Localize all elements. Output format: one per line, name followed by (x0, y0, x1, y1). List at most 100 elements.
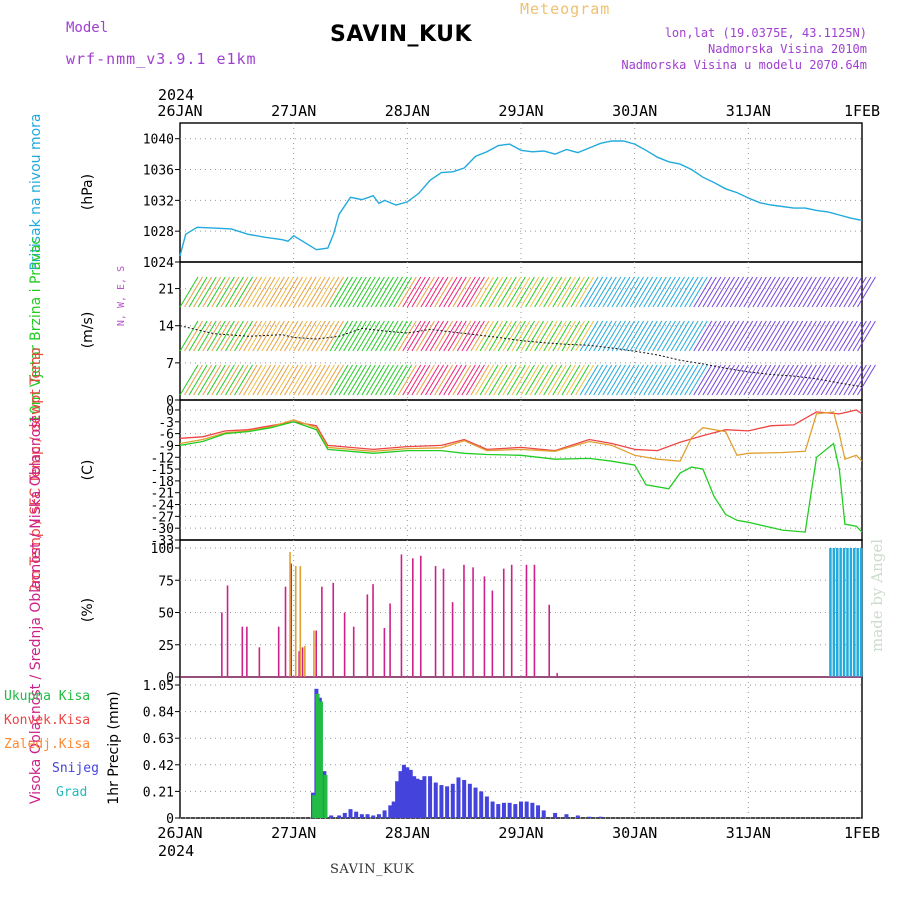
model-name: wrf-nmm_v3.9.1 e1km (66, 50, 257, 68)
wind-barb (247, 364, 267, 396)
wind-barb (761, 364, 781, 396)
wind-barb (666, 364, 685, 396)
ytick-label-temperature: 0 (166, 404, 174, 419)
wind-barb (697, 320, 717, 352)
wind-barb (597, 320, 617, 352)
wind-barb (265, 364, 285, 396)
ytick-label-wind: 14 (158, 320, 174, 335)
wind-barb (647, 276, 667, 308)
cloud-bar-2 (853, 548, 856, 677)
precip-bar-0 (401, 764, 406, 818)
wind-barb (256, 320, 276, 352)
wind-barb (766, 364, 785, 396)
wind-barb (688, 320, 708, 352)
wind-barb (588, 364, 608, 396)
ytick-label-pressure: 1028 (143, 225, 174, 240)
wind-barb (379, 276, 399, 308)
cloud-bar-0 (352, 626, 355, 677)
wind-direction-legend: N, W, E, S (116, 266, 127, 326)
temp-line-2 (179, 421, 863, 533)
wind-barb (675, 364, 695, 396)
temp-ylabel: 2m Temp / SFC Temp / dewpt Temp (28, 347, 44, 592)
wind-barb (693, 364, 713, 396)
wind-barb (184, 320, 203, 352)
wind-barb (211, 320, 231, 352)
wind-barb (193, 320, 213, 352)
wind-barb (284, 276, 304, 308)
wind-barb (193, 276, 213, 308)
cloud-bar-2 (846, 548, 849, 677)
wind-barb (743, 276, 763, 308)
wind-barb (220, 276, 240, 308)
x-top-label: 29JAN (498, 102, 543, 120)
wind-barb (338, 276, 358, 308)
wind-barb (406, 276, 426, 308)
cloud-bar-1 (294, 566, 297, 677)
x-top-label: 30JAN (612, 102, 657, 120)
wind-barb (547, 320, 567, 352)
cloud-bar-0 (383, 627, 386, 677)
wind-barb (370, 364, 390, 396)
wind-barb (770, 320, 790, 352)
wind-barb (857, 364, 876, 396)
wind-barb (611, 364, 631, 396)
cloud-bar-0 (451, 602, 454, 677)
ytick-label-temperature: -12 (151, 451, 174, 466)
wind-barb (211, 364, 231, 396)
wind-barb (520, 276, 540, 308)
wind-barb (293, 276, 313, 308)
wind-barb (552, 320, 572, 352)
wind-barb (484, 364, 504, 396)
wind-barb (356, 276, 376, 308)
wind-barb (188, 276, 208, 308)
wind-barb (729, 364, 749, 396)
wind-barb (761, 320, 781, 352)
wind-barb (320, 364, 340, 396)
wind-barb (570, 276, 590, 308)
wind-barb (406, 320, 426, 352)
precip-bar-0 (541, 810, 546, 818)
wind-barb (225, 364, 244, 396)
wind-barb (602, 276, 622, 308)
wind-barb (375, 276, 394, 308)
wind-barb (261, 364, 281, 396)
ytick-label-clouds: 25 (158, 639, 174, 654)
ytick-label-clouds: 0 (166, 671, 174, 686)
wind-barb (520, 364, 540, 396)
wind-barb (461, 276, 481, 308)
wind-barb (456, 276, 476, 308)
cloud-bar-2 (849, 548, 853, 677)
precip-bar-0 (473, 787, 478, 818)
precip-bar-0 (467, 783, 472, 818)
wind-barb (343, 364, 363, 396)
precip-bar-0 (553, 812, 558, 818)
cloud-bar-0 (412, 558, 414, 677)
precip-bar-1 (323, 774, 328, 818)
wind-barb (265, 320, 285, 352)
ytick-label-temperature: -21 (151, 487, 174, 502)
wind-barb (784, 276, 804, 308)
wind-barb (706, 276, 726, 308)
wind-barb (784, 364, 804, 396)
wind-barb (711, 364, 731, 396)
precip-bar-0 (479, 791, 484, 818)
wind-barb (511, 276, 531, 308)
wind-barb (711, 276, 731, 308)
wind-barb (343, 276, 363, 308)
ytick-label-temperature: -6 (158, 428, 174, 443)
wind-barb (825, 320, 845, 352)
cloud-bar-0 (502, 568, 505, 677)
wind-barb (429, 276, 449, 308)
wind-barb (484, 320, 504, 352)
wind-barb (616, 320, 635, 352)
wind-barb (275, 320, 294, 352)
precip-bar-0 (484, 796, 489, 818)
precip-bar-0 (501, 802, 506, 818)
wind-barb (270, 320, 290, 352)
wind-barb (470, 320, 490, 352)
x-bottom-label: 1FEB (844, 824, 880, 842)
wind-barb (534, 320, 554, 352)
precip-bar-0 (348, 809, 353, 818)
wind-barb (684, 364, 704, 396)
